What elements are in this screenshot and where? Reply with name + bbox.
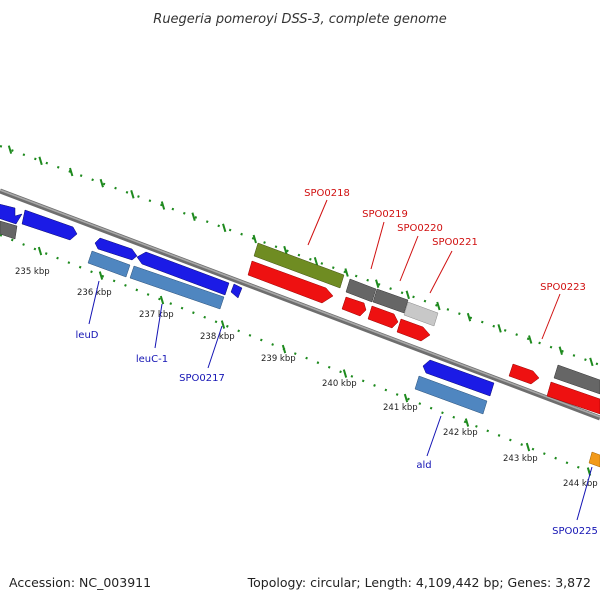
gene-arrow[interactable]: [87, 250, 131, 278]
label-leader-line: [307, 199, 328, 246]
major-tick: [558, 346, 563, 355]
major-tick: [99, 178, 104, 188]
gene-arrow[interactable]: [0, 203, 23, 225]
major-tick: [38, 156, 43, 166]
major-tick: [313, 257, 319, 266]
major-tick: [37, 246, 43, 256]
major-tick: [191, 212, 196, 221]
gene-arrow[interactable]: [367, 305, 399, 329]
major-tick: [222, 223, 227, 233]
major-tick: [405, 290, 410, 300]
gene-arrow[interactable]: [422, 359, 495, 397]
gene-arrow[interactable]: [0, 220, 18, 240]
label-leader-line: [429, 250, 453, 294]
gene-arrow[interactable]: [508, 363, 540, 385]
genome-backbone: [0, 188, 600, 421]
tick-label-244: 244 kbp: [563, 479, 598, 489]
gene-arrow[interactable]: [94, 237, 138, 261]
major-tick: [342, 369, 348, 378]
major-tick: [130, 190, 135, 199]
label-leader-line: [399, 235, 419, 282]
major-tick: [344, 268, 349, 277]
major-tick: [69, 167, 74, 177]
label-leader-line: [207, 325, 223, 369]
gene-label-spo0217[interactable]: SPO0217: [179, 373, 225, 384]
accession-text: Accession: NC_003911: [9, 575, 151, 590]
tick-label-235: 235 kbp: [15, 267, 50, 277]
forward-gene-labels: SPO0218 SPO0219 SPO0220 SPO0221 SPO0223: [304, 188, 586, 340]
gene-label-spo0219[interactable]: SPO0219: [362, 209, 408, 220]
gene-label-spo0225[interactable]: SPO0225: [552, 526, 598, 537]
major-tick: [403, 393, 409, 403]
tick-label-236: 236 kbp: [77, 288, 112, 298]
major-tick: [497, 324, 502, 333]
major-tick: [525, 442, 531, 452]
reverse-gene-labels: leuD leuC-1 SPO0217 ald SPO0225: [76, 280, 598, 537]
major-tick: [281, 344, 287, 354]
gene-label-ald[interactable]: ald: [416, 460, 431, 471]
major-ticks: [7, 145, 594, 476]
major-tick: [528, 335, 533, 344]
gene-arrow[interactable]: [553, 364, 600, 395]
tick-labels: 235 kbp 236 kbp 237 kbp 238 kbp 239 kbp …: [15, 267, 598, 489]
gene-arrow[interactable]: [253, 242, 345, 289]
major-tick: [464, 418, 470, 427]
gene-label-leuc-1[interactable]: leuC-1: [136, 354, 168, 365]
tick-label-243: 243 kbp: [503, 454, 538, 464]
gene-label-spo0223[interactable]: SPO0223: [540, 282, 586, 293]
tick-label-241: 241 kbp: [383, 403, 418, 413]
gene-arrow[interactable]: [230, 283, 243, 299]
major-tick: [252, 234, 257, 244]
label-leader-line: [154, 303, 163, 349]
gene-arrow[interactable]: [546, 381, 600, 415]
gene-label-spo0221[interactable]: SPO0221: [432, 237, 478, 248]
gene-arrow[interactable]: [588, 451, 600, 468]
gene-arrow[interactable]: [129, 265, 225, 310]
gene-label-leud[interactable]: leuD: [76, 330, 99, 341]
gene-arrow[interactable]: [372, 288, 409, 314]
major-tick: [98, 271, 104, 280]
gene-arrow[interactable]: [414, 375, 488, 415]
major-tick: [589, 357, 594, 367]
gene-features: [0, 203, 600, 468]
major-tick: [160, 201, 166, 210]
gene-arrow[interactable]: [341, 296, 367, 317]
major-tick: [7, 145, 13, 154]
gene-label-spo0220[interactable]: SPO0220: [397, 223, 443, 234]
gene-arrow[interactable]: [247, 260, 334, 304]
gene-arrow[interactable]: [403, 301, 439, 327]
tick-label-237: 237 kbp: [139, 310, 174, 320]
label-leader-line: [426, 415, 442, 457]
gene-arrow[interactable]: [21, 209, 78, 241]
label-leader-line: [88, 280, 100, 325]
map-title: Ruegeria pomeroyi DSS-3, complete genome: [153, 12, 446, 27]
tick-label-242: 242 kbp: [443, 428, 478, 438]
gene-arrow[interactable]: [136, 251, 230, 296]
tick-label-238: 238 kbp: [200, 332, 235, 342]
major-tick: [159, 295, 165, 305]
major-tick: [220, 320, 226, 329]
major-tick: [466, 312, 472, 322]
major-tick: [375, 279, 380, 288]
label-leader-line: [576, 466, 593, 521]
tick-label-239: 239 kbp: [261, 354, 296, 364]
gene-arrow[interactable]: [345, 278, 377, 303]
label-leader-line: [541, 293, 561, 340]
label-leader-line: [370, 221, 385, 270]
gene-arrow[interactable]: [396, 318, 431, 342]
tick-label-240: 240 kbp: [322, 379, 357, 389]
major-tick: [436, 301, 441, 311]
genome-summary-text: Topology: circular; Length: 4,109,442 bp…: [247, 575, 591, 590]
major-tick: [283, 245, 288, 255]
gene-label-spo0218[interactable]: SPO0218: [304, 188, 350, 199]
